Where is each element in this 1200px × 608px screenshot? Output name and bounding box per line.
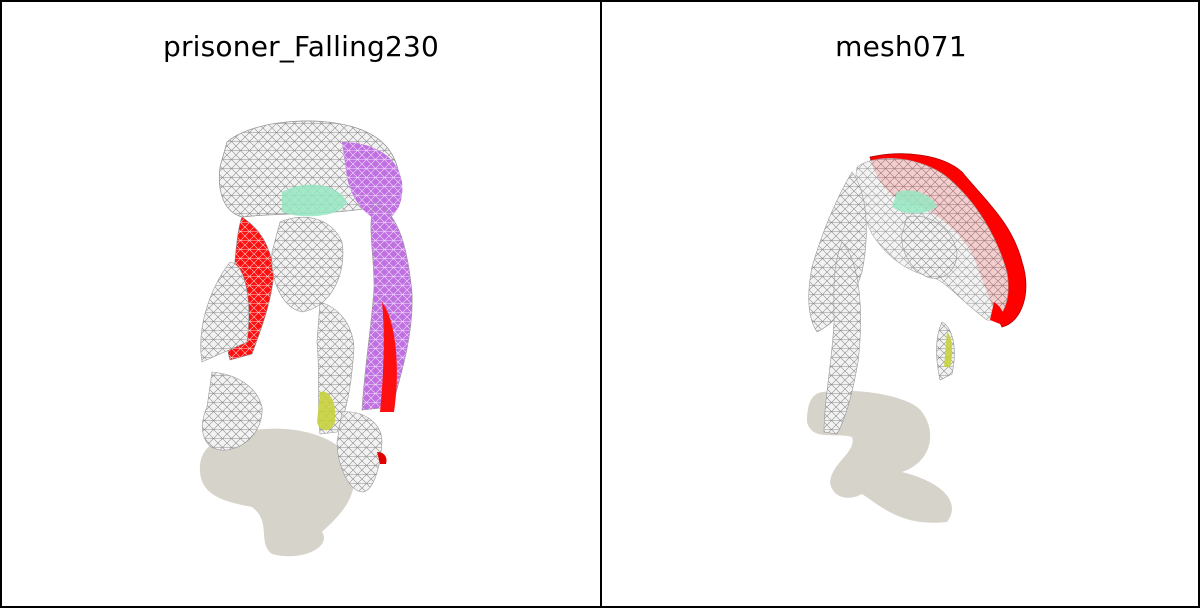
left-hand-far (336, 411, 383, 493)
left-ground-shadow (199, 428, 355, 557)
left-panel-title: prisoner_Falling230 (162, 30, 440, 63)
left-hand-near (202, 371, 263, 451)
left-head (271, 216, 344, 313)
right-mesh-render (807, 153, 1027, 523)
right-panel: mesh071 (602, 2, 1200, 606)
left-mesh-render (199, 120, 413, 557)
right-panel-title: mesh071 (835, 30, 967, 63)
left-back-purple (342, 142, 403, 222)
left-panel: prisoner_Falling230 (2, 2, 600, 606)
right-ground-shadow (807, 390, 952, 523)
panel-divider (600, 2, 602, 606)
left-arm-far (361, 201, 413, 411)
right-leg (823, 241, 861, 435)
right-head (901, 215, 958, 279)
